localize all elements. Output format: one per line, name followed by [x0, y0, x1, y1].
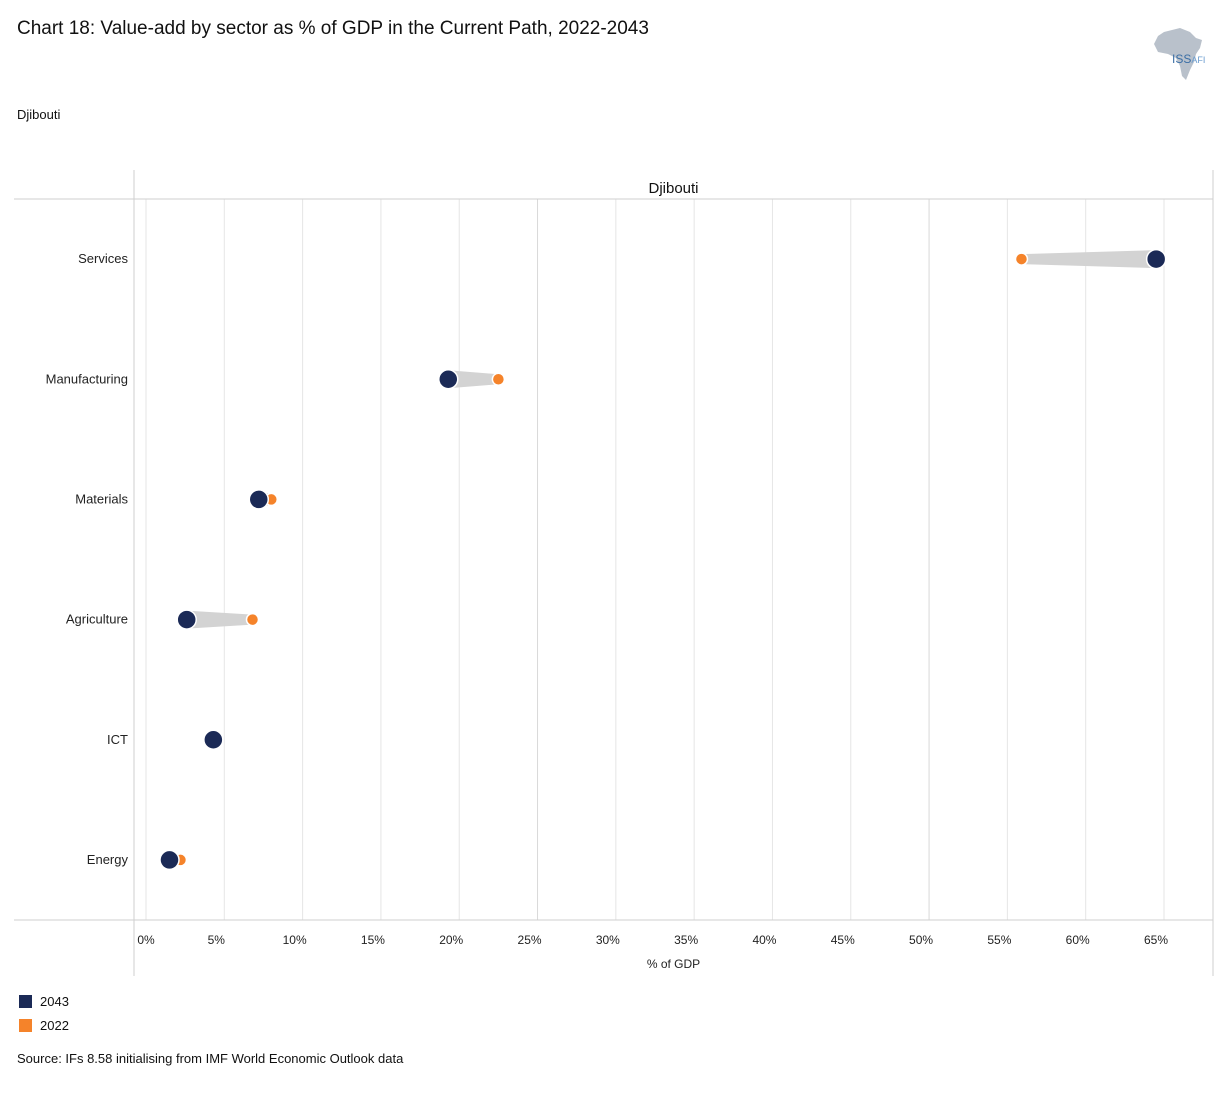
logo-text-main: ISS [1172, 52, 1192, 66]
category-label: ICT [107, 732, 128, 747]
category-label: Energy [87, 852, 129, 867]
connector-bar [448, 370, 499, 389]
connector-bar [186, 610, 253, 629]
x-tick-label: 30% [596, 933, 620, 947]
x-tick-label: 50% [909, 933, 933, 947]
x-tick-label: 40% [752, 933, 776, 947]
africa-map-icon [1154, 28, 1202, 80]
x-tick-label: 0% [137, 933, 155, 947]
chart-subtitle: Djibouti [17, 107, 61, 122]
category-label: Materials [75, 491, 128, 506]
source-note: Source: IFs 8.58 initialising from IMF W… [17, 1051, 404, 1066]
x-tick-label: 25% [518, 933, 542, 947]
point-2022 [245, 612, 260, 627]
logo-text-sub: AFI [1191, 55, 1206, 65]
dumbbell-chart: Djibouti 0% 5% 10% 15% 20% 25% 30% 35% 40% 45% 50% 5… [14, 170, 1214, 976]
legend-item-2022: 2022 [19, 1018, 69, 1033]
point-2043 [176, 609, 197, 630]
point-2043 [248, 489, 270, 510]
point-2022 [491, 372, 506, 386]
x-tick-label: 20% [439, 933, 463, 947]
panel-title: Djibouti [648, 180, 698, 197]
connector-bar [1021, 250, 1157, 269]
x-tick-label: 5% [208, 933, 226, 947]
point-2043 [159, 849, 180, 871]
x-tick-label: 55% [987, 933, 1011, 947]
legend-label-2022: 2022 [40, 1018, 69, 1033]
category-label: Services [78, 251, 128, 266]
point-2043 [438, 369, 459, 390]
legend-swatch-2022 [19, 1019, 32, 1032]
point-2043 [203, 729, 224, 750]
chart-title: Chart 18: Value-add by sector as % of GD… [17, 18, 649, 39]
category-label: Manufacturing [46, 371, 128, 386]
point-2022 [1014, 252, 1029, 266]
x-tick-label: 10% [283, 933, 307, 947]
legend-item-2043: 2043 [19, 994, 69, 1009]
point-2043 [1145, 248, 1167, 270]
x-axis-title: % of GDP [647, 957, 700, 971]
x-tick-label: 65% [1144, 933, 1168, 947]
legend-swatch-2043 [19, 995, 32, 1008]
legend-label-2043: 2043 [40, 994, 69, 1009]
x-tick-label: 15% [361, 933, 385, 947]
x-tick-label: 60% [1066, 933, 1090, 947]
category-label: Agriculture [66, 612, 128, 627]
x-tick-label: 35% [674, 933, 698, 947]
x-tick-label: 45% [831, 933, 855, 947]
